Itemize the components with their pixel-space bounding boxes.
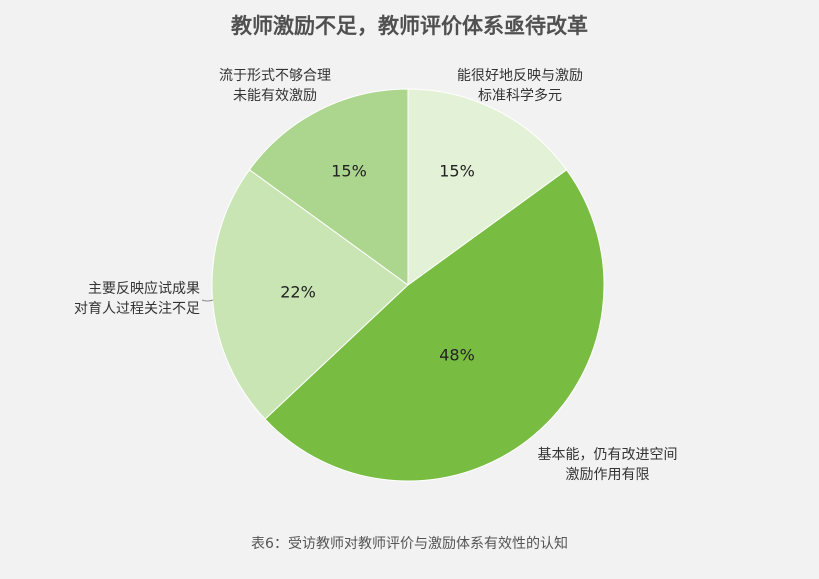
slice-label-1: 基本能，仍有改进空间 激励作用有限 [520,445,695,485]
leader-line [201,299,214,302]
label-line: 主要反映应试成果 [88,281,200,297]
data-label-1: 48% [439,345,475,365]
pie-slice-0 [407,88,568,286]
label-line: 能很好地反映与激励 [457,68,583,84]
label-line: 激励作用有限 [565,467,650,483]
chart-caption: 表6：受访教师对教师评价与激励体系有效性的认知 [251,536,568,552]
label-line: 未能有效激励 [233,88,317,104]
label-line: 标准科学多元 [478,88,562,104]
slice-label-3: 流于形式不够合理 未能有效激励 [195,66,355,106]
data-label-3: 15% [331,161,367,181]
slice-label-0: 能很好地反映与激励 标准科学多元 [440,66,600,106]
label-line: 基本能，仍有改进空间 [537,447,678,463]
chart-title: 教师激励不足，教师评价体系亟待改革 [231,14,588,38]
pie-slice-2 [211,169,409,420]
label-line: 流于形式不够合理 [219,68,331,84]
data-label-0: 15% [439,161,475,181]
label-line: 对育人过程关注不足 [74,301,200,317]
data-label-2: 22% [280,282,316,302]
pie-slice-1 [264,169,605,482]
pie-slice-3 [248,88,409,286]
slice-label-2: 主要反映应试成果 对育人过程关注不足 [40,279,200,319]
